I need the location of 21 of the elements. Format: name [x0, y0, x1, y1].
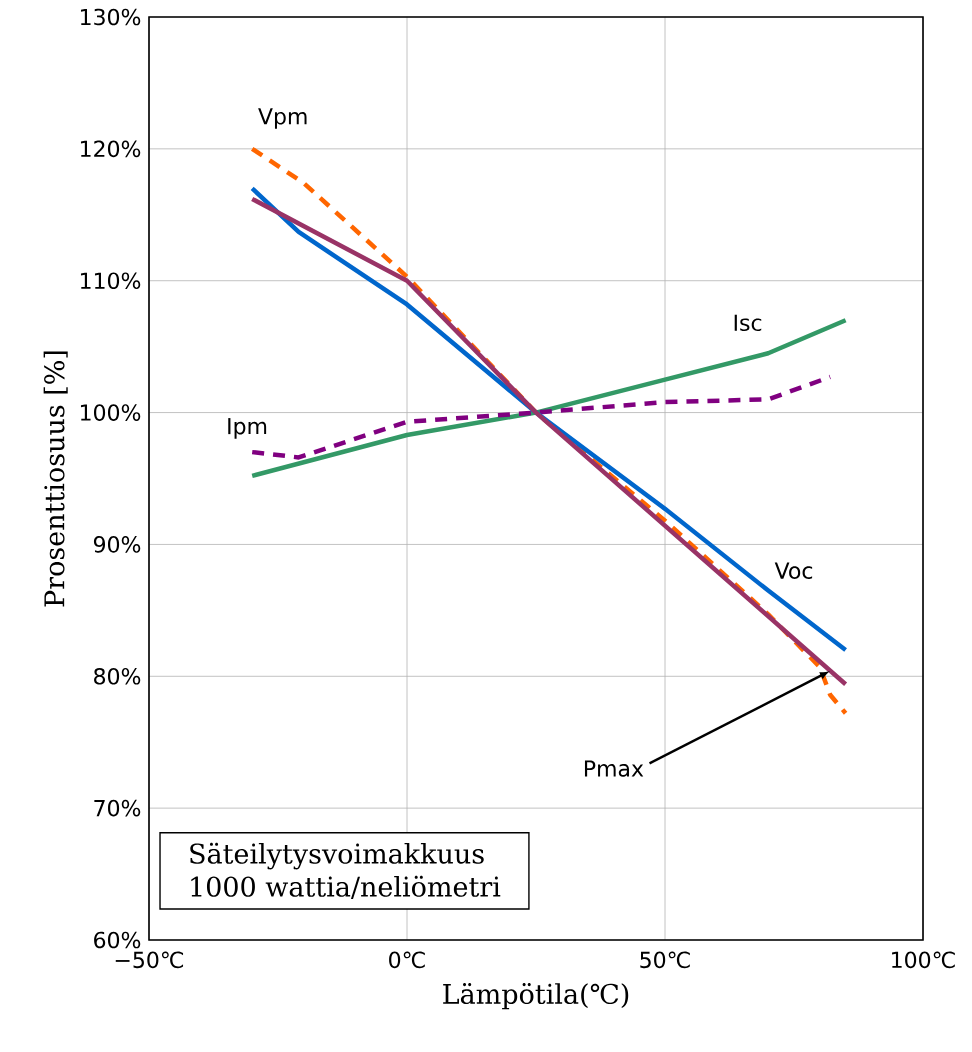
y-tick-label: 100%	[80, 404, 141, 421]
series-label: Vpm	[258, 108, 307, 129]
annotation: 1000 wattia/neliömetri	[191, 875, 501, 899]
x-tick-label: 0℃	[389, 951, 425, 969]
y-tick-label: 60%	[94, 931, 141, 949]
y-tick-label: 110%	[80, 272, 141, 290]
y-tick-label: 120%	[80, 140, 141, 158]
annotation: Säteilytysvoimakkuus	[190, 842, 484, 870]
y-tick-label: 80%	[94, 667, 141, 685]
y-tick-label: 70%	[94, 799, 141, 817]
x-axis-title: Lämpötila(℃)	[443, 983, 629, 1010]
series-label: Voc	[774, 562, 813, 579]
y-tick-label: 130%	[80, 8, 141, 26]
y-tick-label: 90%	[93, 536, 141, 553]
series-label: Ipm	[228, 418, 267, 439]
x-tick-label: −50℃	[115, 951, 184, 969]
text: Pmax	[584, 760, 644, 777]
y-axis-title: Prosenttiosuus [%]	[43, 351, 68, 607]
series-label: Isc	[734, 314, 762, 332]
x-tick-label: 100℃	[892, 951, 955, 969]
x-tick-label: 50℃	[640, 951, 690, 969]
